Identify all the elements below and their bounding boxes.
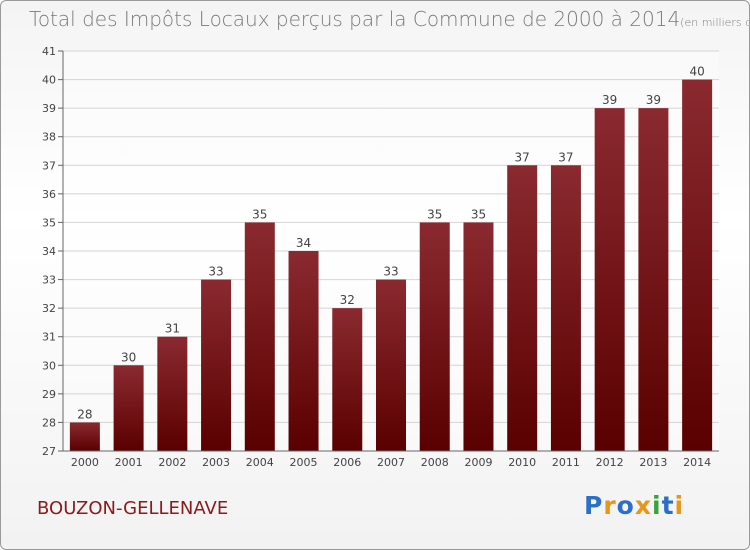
y-tick-label: 30 bbox=[42, 359, 56, 372]
data-label: 33 bbox=[383, 265, 398, 279]
data-label: 35 bbox=[427, 207, 442, 221]
x-tick-label: 2006 bbox=[333, 456, 361, 469]
data-label: 28 bbox=[77, 407, 92, 421]
data-label: 34 bbox=[296, 236, 311, 250]
chart-title: Total des Impôts Locaux perçus par la Co… bbox=[29, 7, 749, 31]
bar bbox=[113, 365, 144, 451]
x-tick-label: 2000 bbox=[71, 456, 99, 469]
y-tick-label: 29 bbox=[42, 388, 56, 401]
x-axis: 2000 2001 2002 2003 2004 2005 2006 2007 2008 2009… bbox=[71, 456, 711, 469]
logo-letter: x bbox=[634, 491, 652, 520]
logo-letter: i bbox=[652, 491, 662, 520]
y-tick-label: 34 bbox=[42, 245, 56, 258]
bar bbox=[201, 279, 232, 451]
chart-title-text: Total des Impôts Locaux perçus par la Co… bbox=[29, 7, 681, 31]
x-tick-label: 2003 bbox=[202, 456, 230, 469]
y-tick-label: 37 bbox=[42, 159, 56, 172]
data-label: 35 bbox=[471, 207, 486, 221]
x-tick-label: 2002 bbox=[158, 456, 186, 469]
y-axis: 27 28 29 30 31 32 33 34 35 36 37 38 39 40 41 bbox=[42, 45, 719, 458]
commune-name: BOUZON-GELLENAVE bbox=[37, 498, 229, 519]
y-tick-label: 32 bbox=[42, 302, 56, 315]
data-label: 30 bbox=[121, 350, 136, 364]
proxiti-logo: Proxiti bbox=[584, 491, 684, 520]
data-label: 37 bbox=[558, 150, 573, 164]
data-label: 32 bbox=[340, 293, 355, 307]
y-tick-label: 31 bbox=[42, 331, 56, 344]
y-tick-label: 27 bbox=[42, 445, 56, 458]
data-label: 39 bbox=[602, 93, 617, 107]
bar bbox=[682, 79, 713, 452]
y-tick-label: 33 bbox=[42, 274, 56, 287]
data-label: 40 bbox=[689, 65, 704, 79]
bar bbox=[157, 336, 188, 451]
logo-letter: r bbox=[603, 491, 617, 520]
bar bbox=[332, 308, 363, 451]
bar bbox=[69, 422, 100, 451]
x-tick-label: 2001 bbox=[115, 456, 143, 469]
bar bbox=[594, 108, 625, 452]
bar bbox=[638, 108, 669, 452]
x-tick-label: 2012 bbox=[596, 456, 624, 469]
bar bbox=[288, 251, 319, 451]
bar bbox=[244, 222, 275, 451]
y-tick-label: 38 bbox=[42, 131, 56, 144]
logo-letter: P bbox=[584, 491, 604, 520]
bar bbox=[376, 279, 406, 451]
logo-letter: i bbox=[674, 491, 685, 520]
x-tick-label: 2014 bbox=[683, 456, 711, 469]
y-tick-label: 36 bbox=[42, 188, 56, 201]
bar bbox=[507, 165, 538, 452]
data-label: 39 bbox=[646, 93, 661, 107]
data-label: 33 bbox=[208, 265, 223, 279]
bar bbox=[550, 165, 581, 452]
x-tick-label: 2005 bbox=[290, 456, 318, 469]
data-label: 35 bbox=[252, 207, 267, 221]
y-tick-label: 40 bbox=[42, 74, 56, 87]
bar-series bbox=[69, 79, 713, 452]
logo-letter: t bbox=[661, 491, 675, 520]
y-tick-label: 41 bbox=[42, 45, 56, 58]
bar bbox=[463, 222, 494, 451]
x-tick-label: 2004 bbox=[246, 456, 274, 469]
y-tick-label: 35 bbox=[42, 216, 56, 229]
x-tick-label: 2013 bbox=[639, 456, 667, 469]
y-tick-label: 39 bbox=[42, 102, 56, 115]
bar bbox=[419, 222, 450, 451]
logo-letter: o bbox=[616, 491, 635, 520]
x-tick-label: 2008 bbox=[421, 456, 449, 469]
data-label: 31 bbox=[165, 322, 180, 336]
x-tick-label: 2010 bbox=[508, 456, 536, 469]
chart-unit: (en milliers d'€) bbox=[680, 16, 749, 29]
x-tick-label: 2007 bbox=[377, 456, 405, 469]
data-labels: 28 30 31 33 35 34 32 33 35 35 37 37 39 39 40 bbox=[77, 65, 705, 422]
data-label: 37 bbox=[515, 150, 530, 164]
x-tick-label: 2011 bbox=[552, 456, 580, 469]
y-tick-label: 28 bbox=[42, 416, 56, 429]
x-tick-label: 2009 bbox=[464, 456, 492, 469]
